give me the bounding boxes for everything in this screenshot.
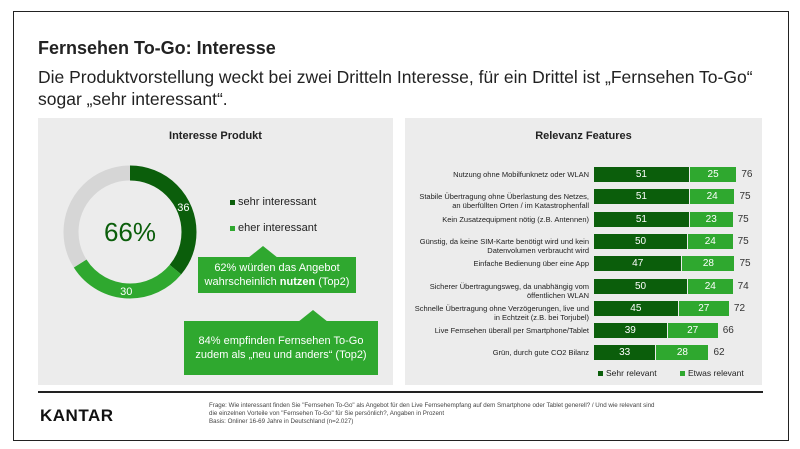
bar-total-label: 75 xyxy=(739,258,751,270)
bar-etwas-relevant: 28 xyxy=(682,256,735,272)
feature-label: Schnelle Übertragung ohne Verzögerungen,… xyxy=(414,303,589,322)
footer-divider xyxy=(38,391,763,393)
bar-sehr-relevant: 47 xyxy=(594,256,682,272)
kantar-logo: KANTAR xyxy=(40,406,114,425)
slide-subtitle: Die Produktvorstellung weckt bei zwei Dr… xyxy=(38,67,753,109)
callout-usage: 62% würden das Angebot wahrscheinlich nut… xyxy=(198,257,356,293)
bar-sehr-relevant: 39 xyxy=(594,323,667,339)
features-panel-title: Relevanz Features xyxy=(535,130,632,142)
bar-sehr-relevant: 50 xyxy=(594,233,687,249)
bar-total-label: 62 xyxy=(713,347,725,359)
bar-total-label: 66 xyxy=(722,325,734,337)
bar-etwas-relevant: 24 xyxy=(688,278,733,294)
donut-segment-2 xyxy=(63,165,197,299)
bar-etwas-relevant: 24 xyxy=(689,189,735,205)
interest-panel: Interesse Produkt 36 30 66% sehr interessa… xyxy=(38,118,393,385)
legend-sehr-interessant: sehr interessant xyxy=(230,196,316,208)
bar-etwas-relevant: 23 xyxy=(689,211,733,227)
callout-novelty: 84% empfinden Fernsehen To-Go zudem als „… xyxy=(184,321,378,375)
bar-total-label: 72 xyxy=(733,302,746,314)
slide-title: Fernsehen To-Go: Interesse xyxy=(38,38,276,58)
feature-label: Sicherer Übertragungsweg, da unabhängig … xyxy=(429,281,589,300)
feature-label: Nutzung ohne Mobilfunknetz oder WLAN xyxy=(453,170,589,179)
callout-pointer-icon xyxy=(248,246,278,258)
feature-label: Günstig, da keine SIM-Karte benötigt wir… xyxy=(419,236,589,255)
donut-chart: 36 30 66% xyxy=(63,165,197,299)
bar-sehr-relevant: 51 xyxy=(594,189,689,205)
feature-label: Kein Zusatzequipment nötig (z.B. Antenne… xyxy=(442,214,589,224)
bar-total-label: 74 xyxy=(737,280,749,292)
bar-etwas-relevant: 28 xyxy=(656,345,709,361)
bar-total-label: 75 xyxy=(737,235,749,247)
callout-pointer-icon xyxy=(298,310,328,322)
bar-sehr-relevant: 51 xyxy=(594,167,689,182)
interest-panel-title: Interesse Produkt xyxy=(169,130,262,142)
bar-total-label: 75 xyxy=(737,213,749,225)
donut-segment-3 xyxy=(63,165,197,299)
features-panel: Relevanz Features Nutzung ohne Mobilfunk… xyxy=(405,118,762,385)
bar-sehr-relevant: 45 xyxy=(594,300,678,316)
donut-value-label: 36 xyxy=(177,202,189,214)
donut-value-label: 30 xyxy=(120,286,132,298)
bar-etwas-relevant: 27 xyxy=(667,323,718,339)
bar-etwas-relevant: 25 xyxy=(689,167,737,182)
slide-frame xyxy=(13,11,789,441)
donut-center-label: 66% xyxy=(104,217,156,247)
bar-etwas-relevant: 27 xyxy=(678,300,729,316)
feature-label: Live Fernsehen überall per Smartphone/Ta… xyxy=(434,326,589,336)
bar-sehr-relevant: 33 xyxy=(594,345,656,361)
legend-etwas-relevant: Etwas relevant xyxy=(680,368,744,378)
bar-sehr-relevant: 51 xyxy=(594,211,689,227)
bar-etwas-relevant: 24 xyxy=(688,233,733,249)
legend-sehr-relevant: Sehr relevant xyxy=(598,368,657,378)
bar-total-label: 76 xyxy=(741,169,753,180)
feature-label: Stabile Übertragung ohne Überlastung des… xyxy=(419,192,589,211)
feature-label: Einfache Bedienung über eine App xyxy=(473,259,589,269)
footnote: Frage: Wie interessant finden Sie "Ferns… xyxy=(209,402,655,425)
bar-total-label: 75 xyxy=(739,191,751,203)
legend-eher-interessant: eher interessant xyxy=(230,222,317,234)
feature-label: Grün, durch gute CO2 Bilanz xyxy=(492,348,589,358)
bar-sehr-relevant: 50 xyxy=(594,278,687,294)
